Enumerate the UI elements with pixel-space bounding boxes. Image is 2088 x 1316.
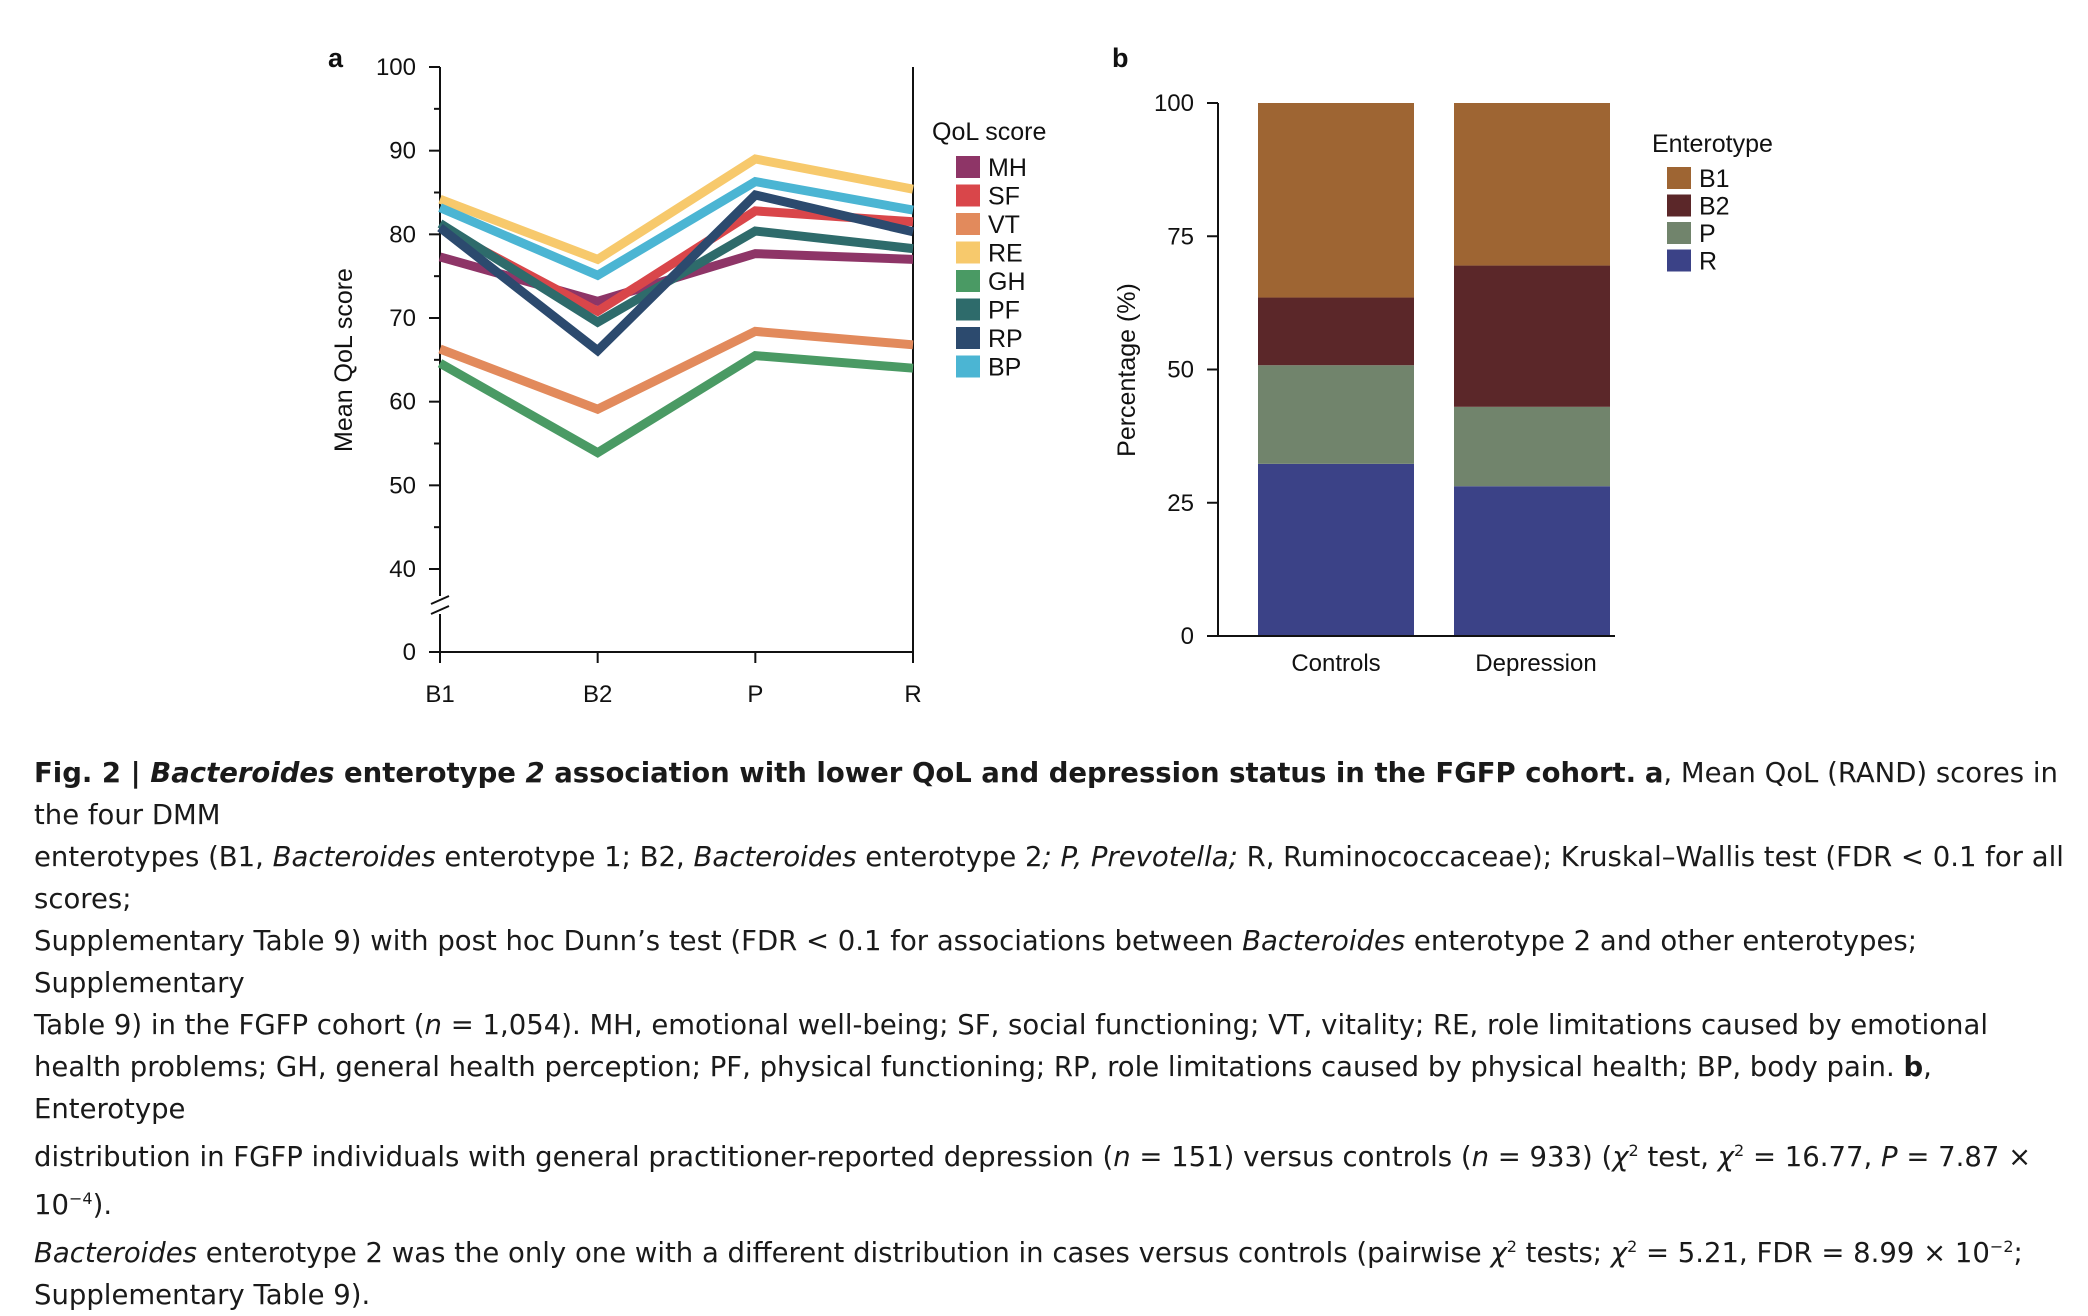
legend-swatch-re [956, 241, 980, 264]
figure-caption: Fig. 2 | Bacteroides enterotype 2 associ… [34, 752, 2074, 1316]
panel-b-y-tick-label: 100 [1154, 90, 1194, 117]
bar-segment-controls-b2 [1258, 297, 1414, 366]
legend-label-re: RE [988, 240, 1023, 268]
legend-swatch-b2 [1667, 194, 1691, 217]
caption-line-2: enterotypes (B1, Bacteroides enterotype … [34, 841, 2064, 915]
panel-a-x-tick-label: R [904, 681, 921, 708]
legend-label-bp: BP [988, 354, 1021, 382]
caption-title: Fig. 2 | Bacteroides enterotype 2 associ… [34, 757, 1637, 789]
legend-swatch-p [1667, 222, 1691, 244]
bar-segment-depression-p [1454, 406, 1610, 487]
caption-line-5: health problems; GH, general health perc… [34, 1051, 1932, 1125]
caption-line-3: Supplementary Table 9) with post hoc Dun… [34, 925, 1917, 999]
legend-swatch-vt [956, 213, 980, 235]
legend-label-pf: PF [988, 297, 1020, 325]
panel-b-bars [1258, 103, 1610, 636]
caption-line-8: Supplementary Table 9). [34, 1279, 371, 1312]
panel-a-legend-title: QoL score [932, 118, 1046, 146]
panel-a-axis-break-mark [430, 605, 450, 615]
bar-segment-depression-r [1454, 486, 1610, 636]
caption-line-6: distribution in FGFP individuals with ge… [34, 1141, 2032, 1222]
panel-a-y-tick-label: 60 [389, 389, 416, 416]
legend-label-gh: GH [988, 268, 1026, 296]
panel-b-x-tick-label: Depression [1475, 650, 1596, 677]
panel-a-line-chart: a 0 40 50 60 70 80 90 100 B1 B2 P R Mean QoL score… [328, 43, 1046, 708]
panel-b-label: b [1112, 43, 1129, 73]
legend-swatch-r [1667, 249, 1691, 272]
series-line-rp [437, 190, 915, 357]
legend-label-p: P [1699, 220, 1716, 248]
bar-segment-controls-r [1258, 463, 1414, 636]
legend-swatch-sf [956, 184, 980, 207]
caption-line-7: Bacteroides enterotype 2 was the only on… [34, 1237, 2023, 1270]
series-line-gh [437, 350, 914, 458]
panel-b-y-tick-label: 50 [1167, 357, 1194, 384]
legend-label-b2: B2 [1699, 193, 1730, 221]
panel-b-y-axis-title: Percentage (%) [1113, 283, 1141, 457]
legend-swatch-gh [956, 270, 980, 292]
panel-a-y-axis-title: Mean QoL score [330, 268, 358, 452]
panel-b-stacked-bar-chart: b 0 25 50 75 100 Controls Depression Percenta… [1112, 43, 1773, 677]
bar-segment-controls-b1 [1258, 103, 1414, 298]
legend-swatch-rp [956, 327, 980, 349]
panel-b-legend-title: Enterotype [1652, 130, 1773, 158]
panel-b-y-tick-label: 0 [1181, 623, 1194, 650]
series-line-bp [438, 176, 914, 281]
legend-label-vt: VT [988, 211, 1020, 239]
panel-a-x-tick-label: B2 [583, 681, 612, 708]
legend-swatch-bp [956, 355, 980, 378]
panel-a-y-tick-label: 40 [389, 556, 416, 583]
series-line-re [438, 154, 914, 265]
panel-a-axis-break-mark [430, 595, 450, 605]
bar-segment-depression-b1 [1454, 103, 1610, 266]
panel-a-label: a [328, 43, 344, 73]
panel-a-x-tick-label: P [747, 681, 763, 708]
legend-label-rp: RP [988, 325, 1023, 353]
legend-swatch-mh [956, 156, 980, 178]
panel-a-y-tick-label: 80 [389, 221, 416, 248]
panel-a-x-axis: B1 B2 P R [425, 67, 922, 708]
caption-line-1: Fig. 2 | Bacteroides enterotype 2 associ… [34, 757, 2058, 831]
panel-b-y-tick-label: 25 [1167, 490, 1194, 517]
legend-label-mh: MH [988, 154, 1027, 182]
bar-segment-controls-p [1258, 365, 1414, 464]
panel-a-series-lines [437, 154, 915, 458]
caption-line-4: Table 9) in the FGFP cohort (n = 1,054).… [34, 1009, 1988, 1041]
panel-a-y-tick-label: 50 [389, 472, 416, 499]
panel-b-x-tick-label: Controls [1291, 650, 1380, 677]
panel-a-y-tick-label: 100 [376, 54, 416, 81]
bar-segment-depression-b2 [1454, 265, 1610, 407]
panel-a-x-tick-label: B1 [425, 681, 454, 708]
panel-b-x-axis: Controls Depression [1218, 635, 1615, 677]
legend-label-r: R [1699, 248, 1717, 276]
panel-a-y-tick-label: 0 [403, 639, 416, 666]
panel-a-y-axis: 0 40 50 60 70 80 90 100 [376, 54, 450, 666]
panel-b-y-axis: 0 25 50 75 100 [1154, 90, 1219, 650]
panel-a-y-tick-label: 90 [389, 138, 416, 165]
legend-swatch-b1 [1667, 167, 1691, 189]
panel-b-y-tick-label: 75 [1167, 223, 1194, 250]
legend-label-b1: B1 [1699, 165, 1730, 193]
legend-swatch-pf [956, 298, 980, 321]
series-line-vt [438, 326, 914, 415]
panel-a-y-tick-label: 70 [389, 305, 416, 332]
legend-label-sf: SF [988, 183, 1020, 211]
